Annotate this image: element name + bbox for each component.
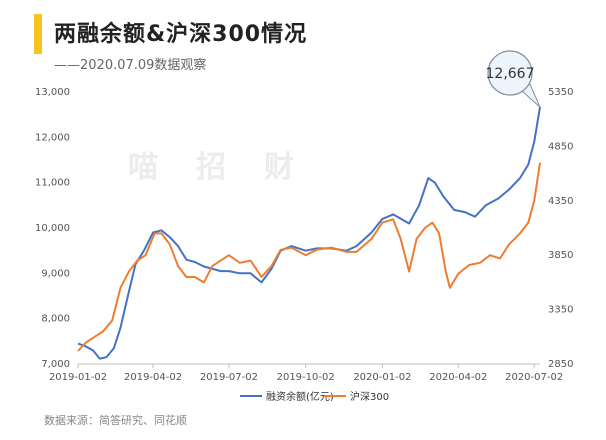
y-left-tick-label: 8,000 bbox=[41, 314, 70, 325]
callout-value: 12,667 bbox=[486, 66, 535, 82]
series-line-margin-balance bbox=[77, 106, 541, 360]
y-right-tick-label: 3850 bbox=[548, 250, 573, 261]
legend-label-margin-balance: 融资余额(亿元) bbox=[266, 390, 334, 403]
x-tick-label: 2020-07-02 bbox=[505, 372, 563, 383]
y-left-tick-label: 7,000 bbox=[41, 359, 70, 370]
watermark: 喵招财 bbox=[128, 150, 332, 185]
chart-subtitle: ——2020.07.09数据观察 bbox=[54, 58, 207, 73]
y-left-tick-label: 10,000 bbox=[35, 223, 70, 234]
y-left-tick-label: 13,000 bbox=[35, 87, 70, 98]
x-tick-label: 2020-01-02 bbox=[353, 372, 411, 383]
title-accent-bar bbox=[34, 14, 42, 54]
legend-label-hs300: 沪深300 bbox=[350, 390, 389, 403]
data-source-note: 数据来源：简答研究、同花顺 bbox=[44, 414, 187, 427]
x-tick-label: 2019-04-02 bbox=[124, 372, 182, 383]
y-right-tick-label: 2850 bbox=[548, 359, 573, 370]
x-tick-label: 2019-10-02 bbox=[277, 372, 335, 383]
y-right-tick-label: 4850 bbox=[548, 141, 573, 152]
y-left-tick-label: 11,000 bbox=[35, 178, 70, 189]
y-left-tick-label: 12,000 bbox=[35, 132, 70, 143]
x-tick-label: 2020-04-02 bbox=[429, 372, 487, 383]
x-tick-label: 2019-01-02 bbox=[49, 372, 107, 383]
series-line-hs300 bbox=[77, 162, 541, 352]
chart-title: 两融余额&沪深300情况 bbox=[54, 22, 308, 47]
y-right-tick-label: 5350 bbox=[548, 87, 573, 98]
y-right-tick-label: 4350 bbox=[548, 196, 573, 207]
y-right-tick-label: 3350 bbox=[548, 305, 573, 316]
callout-bubble bbox=[487, 50, 533, 96]
x-tick-label: 2019-07-02 bbox=[200, 372, 258, 383]
y-left-tick-label: 9,000 bbox=[41, 268, 70, 279]
